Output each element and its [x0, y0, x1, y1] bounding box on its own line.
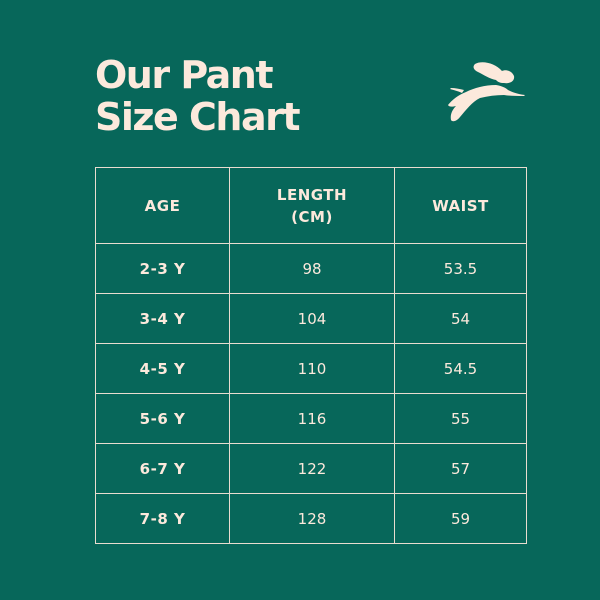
header-length-line-2: (CM): [291, 207, 333, 226]
size-chart-table: AGE LENGTH (CM) WAIST 2-3 Y 98 53.5 3-4 Y 104…: [95, 167, 527, 544]
waist-cell: 57: [394, 443, 527, 494]
header-length-line-1: LENGTH: [276, 185, 348, 204]
waist-cell: 54: [394, 293, 527, 344]
table-row: 3-4 Y 104 54: [95, 293, 527, 344]
age-cell: 3-4 Y: [95, 293, 230, 344]
age-cell: 4-5 Y: [95, 343, 230, 394]
length-cell: 110: [229, 343, 395, 394]
waist-cell: 59: [394, 493, 527, 544]
table-header-row: AGE LENGTH (CM) WAIST: [95, 167, 527, 244]
length-cell: 122: [229, 443, 395, 494]
age-cell: 6-7 Y: [95, 443, 230, 494]
length-cell: 104: [229, 293, 395, 344]
header-length: LENGTH (CM): [229, 167, 395, 244]
age-cell: 7-8 Y: [95, 493, 230, 544]
title-line-1: Our Pant: [95, 53, 274, 97]
table-row: 2-3 Y 98 53.5: [95, 243, 527, 294]
page-title: Our Pant Size Chart: [95, 53, 301, 139]
table-row: 4-5 Y 110 54.5: [95, 343, 527, 394]
header-age: AGE: [95, 167, 230, 244]
waist-cell: 55: [394, 393, 527, 444]
length-cell: 116: [229, 393, 395, 444]
waist-cell: 54.5: [394, 343, 527, 394]
table-row: 5-6 Y 116 55: [95, 393, 527, 444]
length-cell: 128: [229, 493, 395, 544]
waist-cell: 53.5: [394, 243, 527, 294]
header-waist: WAIST: [394, 167, 527, 244]
table-row: 7-8 Y 128 59: [95, 493, 527, 544]
age-cell: 5-6 Y: [95, 393, 230, 444]
table-row: 6-7 Y 122 57: [95, 443, 527, 494]
title-line-2: Size Chart: [95, 95, 301, 139]
age-cell: 2-3 Y: [95, 243, 230, 294]
length-cell: 98: [229, 243, 395, 294]
leaping-rabbit-icon: [448, 62, 525, 122]
